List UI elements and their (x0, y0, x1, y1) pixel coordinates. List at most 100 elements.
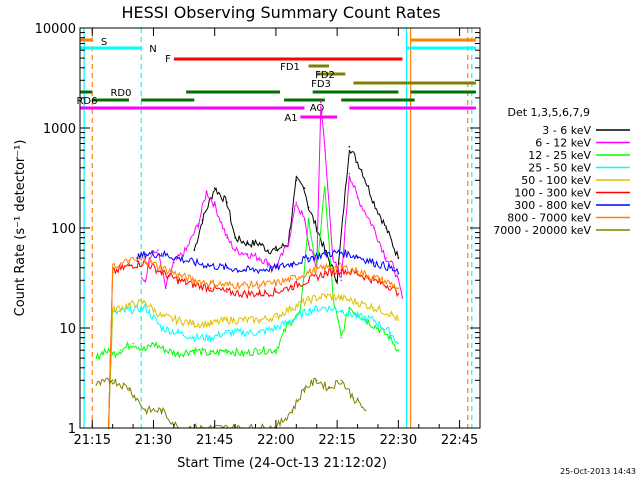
data-point (164, 349, 167, 351)
data-point (307, 219, 310, 221)
data-point (177, 319, 179, 321)
y-tick-label: 1000 (43, 122, 76, 137)
data-point (307, 271, 310, 274)
data-point (160, 315, 163, 318)
data-point (356, 255, 359, 258)
data-point (242, 284, 245, 286)
data-point (226, 319, 228, 321)
data-point (307, 257, 310, 259)
data-point (242, 331, 245, 334)
data-point (144, 279, 147, 282)
data-point (258, 319, 261, 321)
data-point (132, 342, 134, 345)
data-point (397, 292, 400, 295)
data-point (373, 261, 375, 264)
data-point (356, 270, 359, 272)
data-point (328, 387, 330, 390)
data-point (258, 242, 261, 245)
data-point (291, 285, 294, 288)
data-point (226, 331, 228, 334)
data-point (291, 262, 294, 265)
data-point (275, 349, 277, 351)
data-point (275, 249, 277, 251)
data-point (348, 306, 351, 309)
data-point (242, 269, 245, 271)
y-tick-label: 10 (59, 322, 76, 337)
legend-entry-label: 800 - 7000 keV (507, 212, 591, 225)
data-point (266, 249, 269, 251)
data-point (340, 379, 343, 382)
data-point (95, 384, 98, 386)
x-tick-label: 21:45 (196, 433, 233, 448)
data-point (128, 264, 130, 267)
data-point (111, 353, 114, 355)
data-point (144, 259, 147, 261)
data-point (307, 309, 310, 312)
data-point (156, 249, 159, 251)
data-point (197, 223, 200, 225)
data-point (336, 279, 338, 282)
series-5 (107, 260, 400, 429)
data-point (275, 327, 277, 329)
data-point (324, 253, 326, 255)
data-point (397, 349, 400, 351)
data-point (291, 319, 294, 321)
series-2 (95, 186, 400, 362)
state-bar-label-fd1: FD1 (280, 62, 300, 73)
chart-title: HESSI Observing Summary Count Rates (121, 3, 440, 22)
data-point (373, 279, 375, 282)
data-point (95, 357, 98, 359)
legend-entry-label: 6 - 12 keV (535, 137, 591, 150)
x-axis-label: Start Time (24-Oct-13 21:12:02) (177, 456, 387, 471)
data-point (234, 249, 236, 251)
state-bar-label-fd2: FD2 (315, 70, 335, 81)
data-point (397, 342, 400, 345)
data-point (226, 349, 228, 351)
y-tick-label: 100 (51, 222, 76, 237)
state-bar-label-fd3: FD3 (311, 79, 331, 90)
data-point (144, 349, 147, 351)
data-point (397, 257, 400, 259)
data-point (291, 306, 294, 309)
data-point (209, 282, 212, 285)
data-point (177, 279, 179, 282)
data-point (385, 227, 387, 229)
data-point (209, 353, 212, 355)
data-point (242, 292, 245, 295)
data-point (201, 219, 204, 221)
y-tick-label: 10000 (35, 22, 76, 37)
data-point (275, 291, 277, 293)
data-point (160, 253, 163, 255)
data-point (209, 323, 212, 325)
data-point (303, 387, 306, 390)
data-point (340, 336, 343, 339)
data-point (352, 397, 355, 399)
data-point (307, 279, 310, 282)
data-point (226, 291, 228, 293)
x-tick-label: 21:30 (135, 433, 172, 448)
data-point (307, 299, 310, 301)
data-point (373, 319, 375, 321)
data-point (295, 201, 298, 204)
data-point (356, 315, 359, 318)
data-point (144, 306, 147, 309)
series-line (193, 149, 399, 285)
data-point (111, 379, 114, 382)
data-point (128, 259, 130, 262)
data-point (258, 257, 261, 259)
data-point (287, 242, 289, 245)
data-point (340, 265, 343, 268)
data-point (258, 269, 261, 271)
data-point (324, 149, 326, 151)
data-point (397, 319, 400, 321)
data-point (193, 279, 196, 282)
data-point (340, 309, 343, 312)
data-point (340, 251, 343, 254)
data-point (213, 187, 216, 190)
data-point (332, 257, 334, 259)
data-point (193, 261, 196, 264)
series-line (136, 249, 399, 275)
legend-entry-label: 300 - 800 keV (514, 199, 591, 212)
data-point (389, 266, 392, 269)
